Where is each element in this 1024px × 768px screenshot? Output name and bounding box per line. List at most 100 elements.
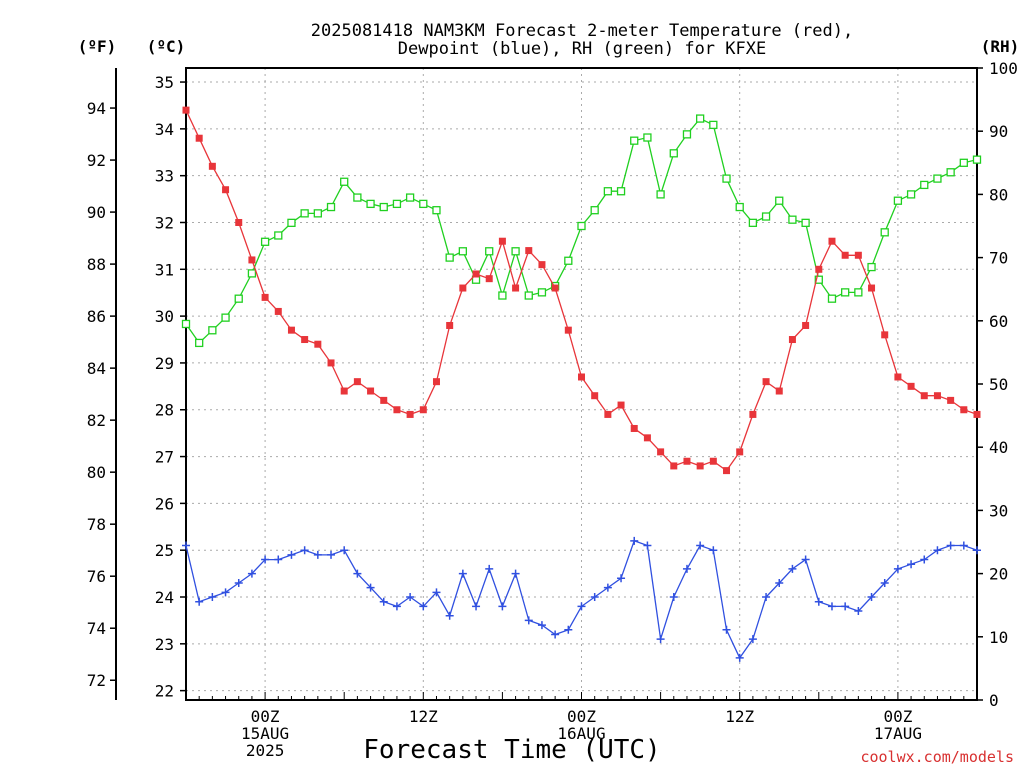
fahrenheit-tick-label: 76 bbox=[87, 567, 106, 586]
rh-unit-label: (RH) bbox=[981, 37, 1020, 56]
temperature-point bbox=[578, 373, 585, 381]
rh-tick-label: 90 bbox=[989, 122, 1008, 141]
dewpoint-point bbox=[907, 560, 916, 569]
dewpoint-line bbox=[185, 539, 978, 660]
temperature-point bbox=[235, 218, 243, 226]
rh-point bbox=[735, 202, 744, 212]
dewpoint-point bbox=[959, 541, 968, 550]
temperature-point bbox=[894, 373, 902, 381]
rh-point bbox=[485, 247, 494, 256]
temperature-point bbox=[301, 336, 309, 344]
dewpoint-point bbox=[854, 607, 863, 616]
dewpoint-point bbox=[946, 541, 955, 550]
celsius-tick-label: 22 bbox=[155, 682, 174, 701]
celsius-tick-label: 26 bbox=[155, 494, 174, 513]
rh-point bbox=[340, 177, 349, 186]
dewpoint-point bbox=[722, 625, 731, 634]
dewpoint-point bbox=[498, 602, 507, 611]
dewpoint-point bbox=[379, 597, 388, 606]
dewpoint-point bbox=[182, 541, 190, 550]
rh-point bbox=[432, 206, 441, 215]
dewpoint-point bbox=[208, 593, 217, 602]
rh-tick-label: 70 bbox=[989, 249, 1008, 268]
rh-point bbox=[788, 215, 797, 224]
fahrenheit-tick-label: 88 bbox=[87, 255, 106, 274]
fahrenheit-unit-label: (ºF) bbox=[78, 37, 117, 56]
rh-point bbox=[498, 291, 507, 300]
fahrenheit-tick-label: 80 bbox=[87, 463, 106, 482]
celsius-tick-label: 24 bbox=[155, 588, 174, 607]
dewpoint-point bbox=[735, 653, 744, 662]
temperature-point bbox=[907, 382, 915, 390]
rh-point bbox=[537, 288, 547, 297]
dewpoint-point bbox=[432, 588, 441, 597]
data-series bbox=[181, 106, 982, 662]
dewpoint-point bbox=[630, 536, 639, 545]
rh-point bbox=[827, 294, 837, 303]
celsius-tick-label: 35 bbox=[155, 73, 174, 92]
celsius-tick-label: 34 bbox=[155, 120, 174, 139]
dewpoint-point bbox=[274, 555, 283, 564]
rh-point bbox=[814, 275, 823, 284]
dewpoint-point bbox=[313, 550, 322, 559]
rh-point bbox=[669, 149, 678, 158]
dewpoint-point bbox=[709, 546, 718, 555]
dewpoint-point bbox=[221, 588, 230, 597]
rh-point bbox=[247, 269, 257, 278]
dewpoint-point bbox=[458, 569, 467, 578]
dewpoint-point bbox=[656, 635, 665, 644]
rh-tick-label: 50 bbox=[989, 375, 1008, 394]
rh-point bbox=[854, 288, 863, 297]
rh-point bbox=[458, 247, 468, 256]
temperature-point bbox=[432, 378, 440, 386]
temperature-point bbox=[182, 106, 190, 114]
rh-tick-label: 30 bbox=[989, 501, 1008, 520]
celsius-tick-label: 23 bbox=[155, 635, 174, 654]
rh-tick-label: 100 bbox=[989, 59, 1018, 78]
celsius-tick-label: 28 bbox=[155, 401, 174, 420]
celsius-tick-label: 32 bbox=[155, 213, 174, 232]
temperature-point bbox=[248, 256, 256, 264]
temperature-point bbox=[696, 462, 704, 470]
temperature-point bbox=[960, 406, 968, 414]
temperature-point bbox=[788, 336, 796, 344]
source-credit: coolwx.com/models bbox=[860, 748, 1014, 766]
rh-point bbox=[959, 158, 968, 167]
fahrenheit-tick-label: 74 bbox=[87, 619, 106, 638]
rh-point bbox=[893, 196, 903, 205]
temperature-point bbox=[195, 134, 203, 142]
rh-point bbox=[405, 193, 415, 202]
dewpoint-point bbox=[590, 593, 599, 602]
dewpoint-point bbox=[261, 555, 270, 564]
rh-point bbox=[577, 221, 586, 231]
x-tick-label: 00Z bbox=[567, 707, 596, 726]
temperature-point bbox=[327, 359, 335, 367]
x-tick-label: 15AUG bbox=[241, 724, 289, 743]
temperature-point bbox=[670, 462, 678, 470]
temperature-point bbox=[525, 247, 533, 255]
dewpoint-point bbox=[669, 593, 678, 602]
celsius-tick-label: 33 bbox=[155, 167, 174, 186]
fahrenheit-tick-label: 90 bbox=[87, 203, 106, 222]
dewpoint-point bbox=[234, 578, 243, 587]
temperature-point bbox=[538, 261, 546, 269]
temperature-point bbox=[380, 396, 388, 404]
celsius-tick-label: 31 bbox=[155, 260, 174, 279]
x-tick-label: 17AUG bbox=[874, 724, 922, 743]
dewpoint-point bbox=[827, 602, 836, 611]
dewpoint-point bbox=[577, 602, 586, 611]
temperature-point bbox=[274, 307, 282, 315]
x-tick-label: 00Z bbox=[251, 707, 280, 726]
temperature-point bbox=[933, 392, 941, 400]
temperature-point bbox=[630, 424, 638, 432]
rh-point bbox=[366, 199, 375, 209]
dewpoint-point bbox=[814, 597, 823, 606]
temperature-point bbox=[472, 270, 480, 278]
x-tick-label: 12Z bbox=[725, 707, 754, 726]
dewpoint-point bbox=[973, 546, 981, 555]
rh-point bbox=[933, 174, 942, 183]
dewpoint-point bbox=[893, 564, 902, 573]
dewpoint-point bbox=[353, 569, 362, 578]
rh-point bbox=[524, 291, 533, 300]
fahrenheit-tick-label: 94 bbox=[87, 99, 106, 118]
